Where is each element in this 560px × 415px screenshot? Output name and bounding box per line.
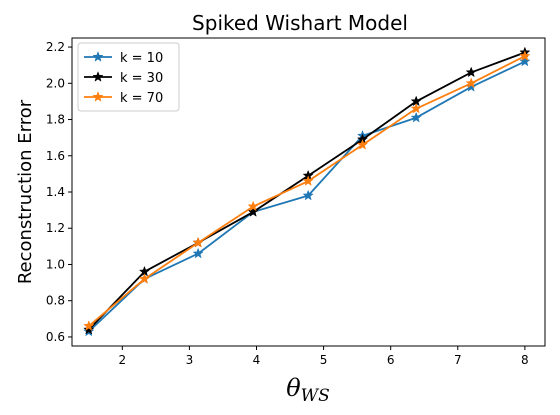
x-tick-label: 3 <box>186 353 194 367</box>
data-point <box>83 323 95 335</box>
data-point <box>302 189 314 201</box>
y-axis: 0.6 0.8 1.0 1.2 1.4 1.6 1.8 2.0 2.2 <box>46 40 72 344</box>
x-tick-label: 7 <box>454 353 462 367</box>
data-point <box>519 55 531 67</box>
x-tick-label: 8 <box>521 353 529 367</box>
plot-area <box>83 46 531 337</box>
data-point <box>192 247 204 259</box>
data-point <box>465 66 477 78</box>
y-tick-label: 1.6 <box>46 149 65 163</box>
x-axis: 2 3 4 5 6 7 8 <box>118 346 529 367</box>
y-tick-label: 2.2 <box>46 40 65 54</box>
x-axis-label-main: θ <box>286 374 301 402</box>
legend: k = 10 k = 30 k = 70 <box>77 42 180 112</box>
data-point <box>247 200 259 212</box>
legend-box <box>77 42 180 112</box>
legend-label: k = 30 <box>120 71 163 86</box>
data-point <box>410 111 422 123</box>
x-axis-label-sub: WS <box>301 386 330 406</box>
y-tick-label: 1.2 <box>46 221 65 235</box>
y-tick-label: 0.6 <box>46 330 65 344</box>
data-point <box>192 236 204 248</box>
data-point <box>302 175 314 186</box>
data-point <box>247 206 259 217</box>
y-tick-label: 2.0 <box>46 76 65 90</box>
data-point <box>83 320 95 331</box>
legend-label: k = 10 <box>120 51 163 66</box>
y-tick-label: 0.8 <box>46 294 65 308</box>
data-point <box>138 273 151 284</box>
x-tick-label: 2 <box>118 353 126 367</box>
y-axis-label: Reconstruction Error <box>15 99 36 284</box>
data-point <box>410 102 422 114</box>
data-point <box>465 77 477 89</box>
legend-marker <box>92 51 104 62</box>
data-point <box>356 138 369 150</box>
x-tick-label: 5 <box>320 353 328 367</box>
legend-marker <box>92 71 104 82</box>
data-point <box>519 50 531 61</box>
x-axis-label: θWS <box>286 374 330 406</box>
legend-marker <box>92 91 104 102</box>
x-tick-label: 6 <box>387 353 395 367</box>
legend-label: k = 70 <box>120 91 163 106</box>
x-tick-label: 4 <box>253 353 261 367</box>
y-tick-label: 1.4 <box>46 185 65 199</box>
y-tick-label: 1.8 <box>46 113 65 127</box>
y-tick-label: 1.0 <box>46 257 65 271</box>
chart-title: Spiked Wishart Model <box>192 11 408 35</box>
